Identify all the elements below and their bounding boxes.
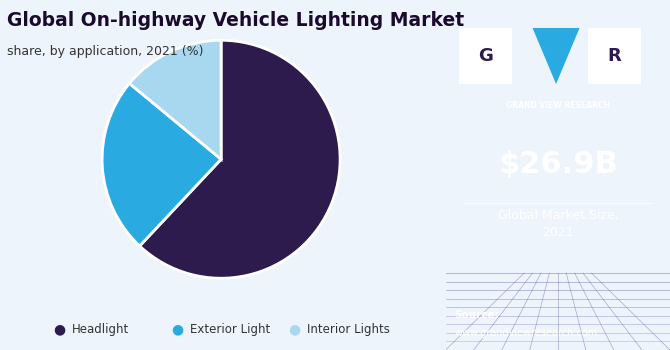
Wedge shape — [139, 40, 340, 278]
Text: GRAND VIEW RESEARCH: GRAND VIEW RESEARCH — [506, 100, 610, 110]
Text: G: G — [478, 47, 493, 65]
Polygon shape — [533, 28, 580, 84]
Text: ●: ● — [171, 322, 183, 336]
Wedge shape — [102, 83, 221, 246]
Text: share, by application, 2021 (%): share, by application, 2021 (%) — [7, 46, 203, 58]
Text: Source:: Source: — [454, 310, 499, 320]
Text: ●: ● — [288, 322, 300, 336]
Text: Global On-highway Vehicle Lighting Market: Global On-highway Vehicle Lighting Marke… — [7, 10, 464, 29]
Text: Global Market Size,
2021: Global Market Size, 2021 — [498, 209, 618, 239]
Text: R: R — [608, 47, 621, 65]
FancyBboxPatch shape — [459, 28, 512, 84]
Text: $26.9B: $26.9B — [498, 150, 618, 179]
FancyBboxPatch shape — [588, 28, 641, 84]
Text: www.grandviewresearch.com: www.grandviewresearch.com — [454, 328, 598, 337]
Text: ●: ● — [54, 322, 66, 336]
Text: Interior Lights: Interior Lights — [307, 322, 390, 336]
Text: Exterior Light: Exterior Light — [190, 322, 270, 336]
Wedge shape — [129, 40, 221, 159]
Text: Headlight: Headlight — [72, 322, 129, 336]
